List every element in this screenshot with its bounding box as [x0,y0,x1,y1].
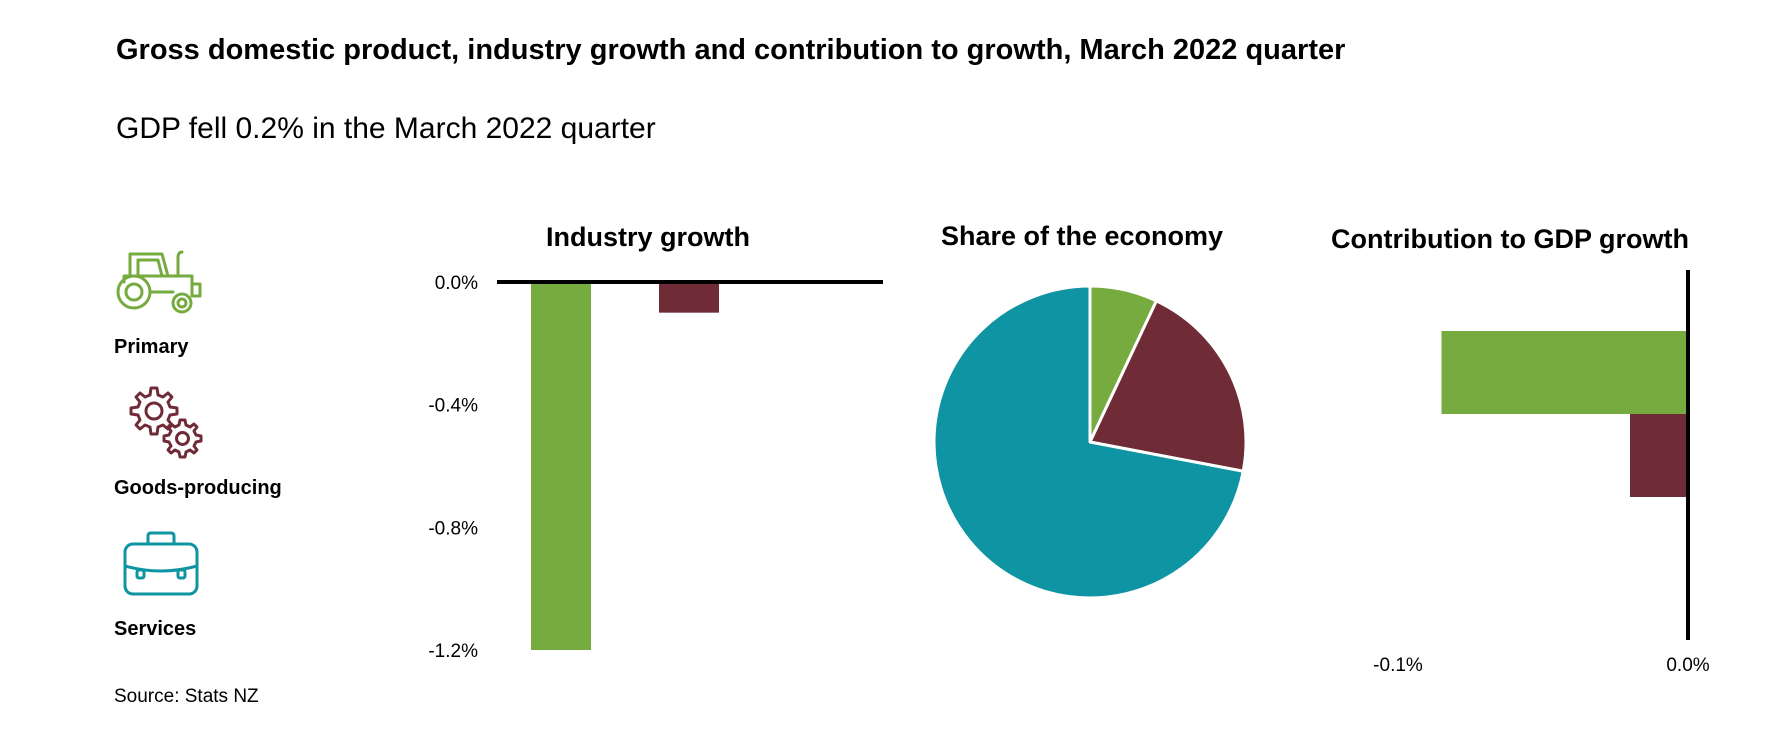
contribution-bar-primary [1441,331,1688,414]
industry-growth-ytick-label: 0.0% [435,273,478,294]
share-of-economy-chart: Share of the economy [932,221,1248,600]
contribution-xtick-label: -0.1% [1373,655,1423,676]
briefcase-icon [123,531,199,596]
legend-label-primary: Primary [114,336,189,358]
contribution-chart: Contribution to GDP growth -0.1% 0.0% [1331,224,1710,676]
industry-growth-bar-primary [531,282,591,650]
legend-label-goods-producing: Goods-producing [114,477,282,499]
contribution-xtick-label: 0.0% [1666,655,1709,676]
share-of-economy-title: Share of the economy [941,221,1223,251]
pie-slice-services [932,284,1245,600]
industry-growth-ytick-label: -1.2% [428,641,478,662]
contribution-bar-goods-producing [1630,414,1688,497]
pie-slice-goods-producing [1088,299,1248,473]
tractor-icon [116,250,202,314]
chart-subtitle: GDP fell 0.2% in the March 2022 quarter [116,112,656,145]
source-note: Source: Stats NZ [114,686,259,707]
contribution-title: Contribution to GDP growth [1331,224,1689,254]
gears-icon [129,386,203,459]
industry-growth-title: Industry growth [546,222,750,252]
industry-growth-bar-goods-producing [659,282,719,313]
chart-title: Gross domestic product, industry growth … [116,34,1346,66]
industry-growth-ytick-label: -0.8% [428,518,478,539]
industry-growth-chart: Industry growth 0.0% -0.4% -0.8% -1.2% [428,222,883,662]
legend-label-services: Services [114,618,197,640]
industry-growth-ytick-label: -0.4% [428,396,478,417]
